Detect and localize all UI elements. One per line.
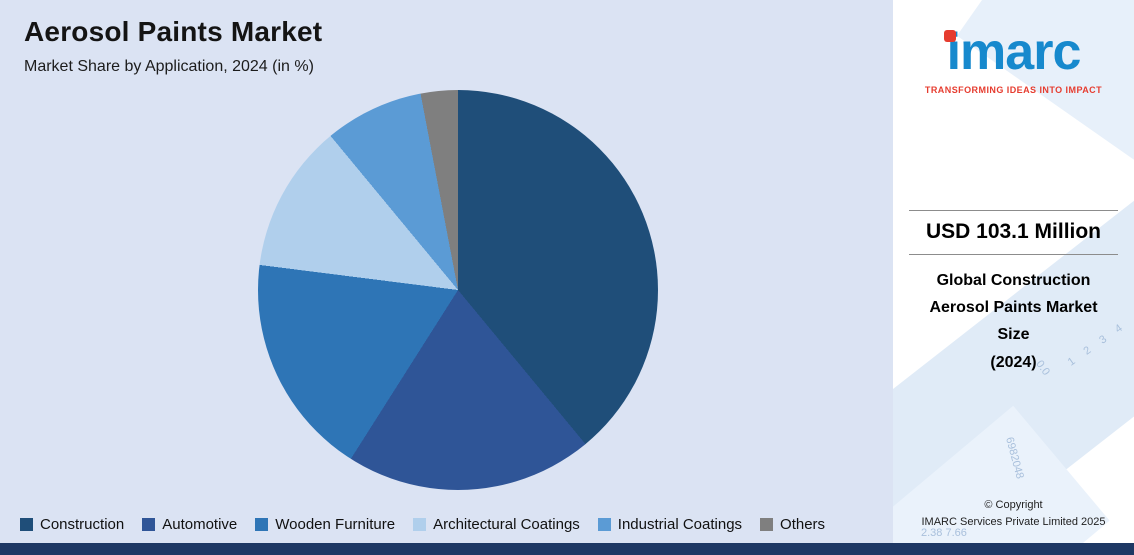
legend-swatch [142,518,156,531]
copyright-line: IMARC Services Private Limited 2025 [921,515,1106,528]
bottom-accent-bar [0,543,1134,555]
sidebar: 0.0 1 2 3 4 6982048 2.38 7.66 imarc TRAN… [893,0,1134,555]
legend-label: Architectural Coatings [433,516,580,533]
legend-swatch [597,518,611,531]
legend-label: Industrial Coatings [617,516,743,533]
legend-item: Wooden Furniture [255,516,395,533]
market-size-label-line: (2024) [990,353,1037,371]
market-size-block: USD 103.1 Million Global Construction Ae… [909,210,1118,376]
copyright-notice: © Copyright IMARC Services Private Limit… [893,497,1134,531]
legend-swatch [20,518,33,531]
legend-item: Others [760,516,825,533]
market-size-label-line: Size [997,326,1030,344]
legend-label: Construction [40,516,125,533]
legend-swatch [760,518,774,531]
copyright-line: © Copyright [984,498,1043,511]
decorative-number: 2.38 7.66 [921,527,967,539]
legend: Construction Automotive Wooden Furniture Ar… [20,516,825,533]
legend-swatch [413,518,427,531]
market-size-label-line: Aerosol Paints Market [929,299,1098,317]
legend-item: Industrial Coatings [597,516,743,533]
logo-tagline: TRANSFORMING IDEAS INTO IMPACT [924,85,1103,95]
legend-swatch [255,518,269,531]
legend-label: Wooden Furniture [275,516,396,533]
imarc-logo: imarc TRANSFORMING IDEAS INTO IMPACT [893,26,1134,95]
legend-label: Automotive [162,516,238,533]
chart-area: Aerosol Paints Market Market Share by Ap… [0,0,893,555]
logo-red-dot-icon [943,30,956,42]
market-size-label-line: Global Construction [936,272,1091,289]
market-size-value: USD 103.1 Million [909,210,1118,255]
chart-title: Aerosol Paints Market [24,16,323,47]
legend-item: Construction [20,516,124,533]
pie-chart [258,90,658,490]
legend-item: Automotive [142,516,237,533]
legend-label: Others [780,516,826,533]
market-size-label: Global Construction Aerosol Paints Marke… [909,267,1118,376]
imarc-logo-text: imarc [946,23,1082,81]
legend-item: Architectural Coatings [413,516,580,533]
chart-subtitle: Market Share by Application, 2024 (in %) [24,58,314,75]
